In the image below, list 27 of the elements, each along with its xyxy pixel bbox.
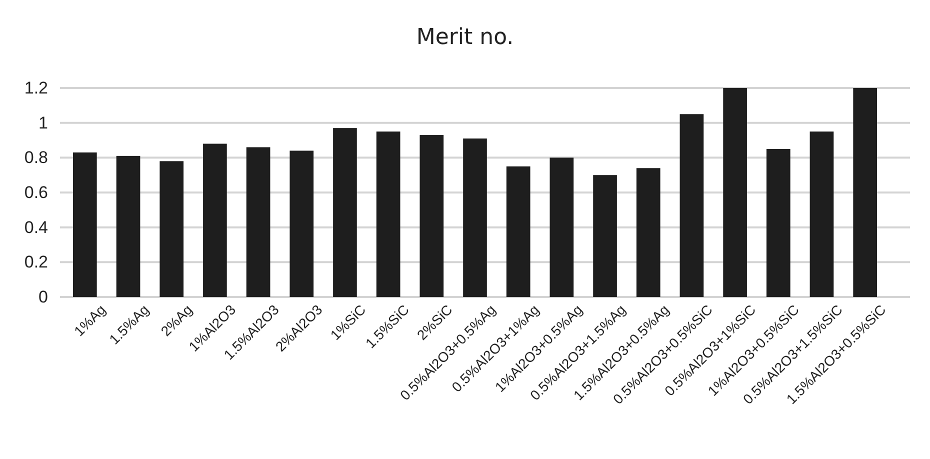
- bar: [636, 168, 660, 297]
- bar: [73, 152, 97, 297]
- bar: [853, 88, 877, 297]
- bar: [290, 150, 314, 297]
- bar: [376, 132, 400, 297]
- bar: [766, 148, 790, 297]
- bar: [246, 147, 270, 297]
- bar: [680, 114, 704, 297]
- bar: [116, 156, 140, 297]
- chart-title: Merit no.: [416, 25, 514, 50]
- y-tick-label: 1: [38, 113, 48, 132]
- bar: [506, 166, 530, 297]
- bar: [160, 161, 184, 297]
- bar: [723, 88, 747, 297]
- y-tick-label: 0: [38, 287, 48, 306]
- y-tick-label: 0.6: [24, 182, 48, 202]
- y-tick-label: 1.2: [24, 78, 48, 98]
- bar: [203, 144, 227, 297]
- bar: [593, 175, 617, 297]
- bar: [420, 135, 444, 297]
- y-tick-label: 0.4: [24, 218, 48, 237]
- bar: [810, 132, 834, 297]
- bar: [333, 128, 357, 297]
- y-tick-label: 0.2: [24, 252, 48, 272]
- bar: [550, 158, 574, 297]
- y-tick-label: 0.8: [24, 148, 48, 168]
- bar: [463, 138, 487, 297]
